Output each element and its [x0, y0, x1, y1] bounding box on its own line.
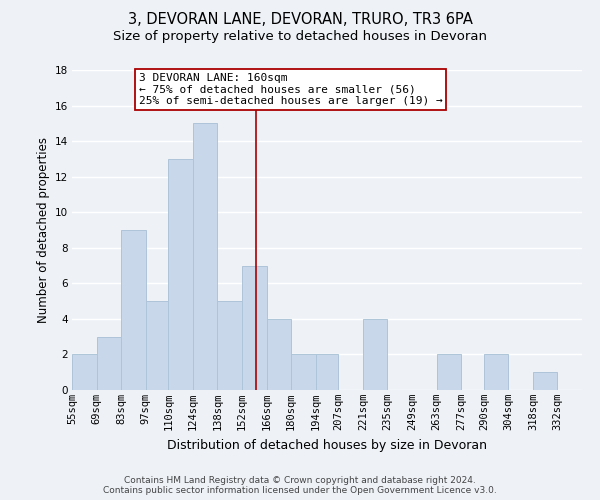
Bar — [363, 319, 388, 390]
Bar — [266, 319, 291, 390]
Bar — [242, 266, 266, 390]
Bar — [193, 124, 217, 390]
X-axis label: Distribution of detached houses by size in Devoran: Distribution of detached houses by size … — [167, 438, 487, 452]
Bar — [146, 301, 169, 390]
Text: Contains HM Land Registry data © Crown copyright and database right 2024.
Contai: Contains HM Land Registry data © Crown c… — [103, 476, 497, 495]
Bar — [291, 354, 316, 390]
Text: 3 DEVORAN LANE: 160sqm
← 75% of detached houses are smaller (56)
25% of semi-det: 3 DEVORAN LANE: 160sqm ← 75% of detached… — [139, 72, 442, 106]
Bar — [72, 354, 97, 390]
Bar — [97, 336, 121, 390]
Bar — [169, 159, 193, 390]
Bar — [437, 354, 461, 390]
Text: Size of property relative to detached houses in Devoran: Size of property relative to detached ho… — [113, 30, 487, 43]
Bar — [121, 230, 146, 390]
Text: 3, DEVORAN LANE, DEVORAN, TRURO, TR3 6PA: 3, DEVORAN LANE, DEVORAN, TRURO, TR3 6PA — [128, 12, 472, 28]
Y-axis label: Number of detached properties: Number of detached properties — [37, 137, 50, 323]
Bar — [316, 354, 338, 390]
Bar — [484, 354, 508, 390]
Bar — [217, 301, 242, 390]
Bar — [533, 372, 557, 390]
